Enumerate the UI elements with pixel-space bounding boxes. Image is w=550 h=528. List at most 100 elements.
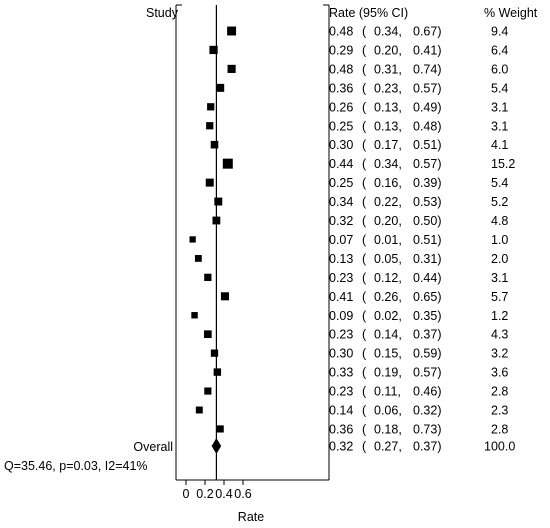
header-study: Study [146,6,179,20]
study-rate: 0.23 [329,271,353,285]
ci-lower: 0.22, [374,195,402,209]
ci-open-paren: ( [362,271,367,285]
ci-open-paren: ( [362,422,367,436]
ci-lower: 0.11, [374,385,401,399]
study-point [210,140,219,149]
ci-lower: 0.15, [374,347,402,361]
study-weight: 2.3 [491,404,508,418]
study-weight: 4.1 [491,138,508,152]
x-axis-label: Rate [238,510,264,524]
ci-open-paren: ( [362,62,367,76]
study-weight: 9.4 [491,25,508,39]
ci-lower: 0.02, [374,309,402,323]
ci-open-paren: ( [362,138,367,152]
study-point [210,349,219,357]
study-weight: 5.4 [491,176,508,190]
study-point [227,64,236,73]
study-weight: 5.7 [491,290,508,304]
ci-open-paren: ( [362,328,367,342]
ci-lower: 0.23, [374,81,402,95]
study-rate: 0.30 [329,138,353,152]
study-rate: 0.36 [329,422,353,436]
study-point [205,178,214,187]
study-rate: 0.30 [329,347,353,361]
ci-open-paren: ( [362,385,367,399]
weight-column: 9.4 6.4 6.0 5.4 3.1 3.1 4.1 15.2 5.4 5.2 4.8 1.0 2.0… [491,25,515,437]
ci-open-paren: ( [362,252,367,266]
study-rate: 0.44 [329,157,353,171]
x-tick-label: 0.6 [234,487,251,501]
ci-lower: 0.05, [374,252,402,266]
ci-upper: 0.37) [413,328,442,342]
study-point [216,83,225,92]
ci-upper: 0.46) [413,385,442,399]
ci-lower: 0.06, [374,404,402,418]
study-rate: 0.07 [329,233,353,247]
ci-lower: 0.20, [374,43,402,57]
study-rate: 0.32 [329,214,353,228]
study-weight: 4.3 [491,328,508,342]
ci-upper: 0.49) [413,100,442,114]
header-weight: % Weight [484,6,538,20]
study-point [189,236,196,243]
ci-lower: 0.34, [374,157,402,171]
study-point [207,103,215,111]
ci-lower: 0.31, [374,62,402,76]
study-rate: 0.14 [329,404,353,418]
x-axis: 0 0.2 0.4 0.6 [183,480,252,501]
study-point [216,425,224,433]
ci-upper: 0.39) [413,176,442,190]
overall-row: Overall 0.32 (0.27, 0.37) 100.0 [133,438,515,454]
study-weight: 5.4 [491,81,508,95]
study-rate: 0.25 [329,119,353,133]
ci-upper: 0.51) [413,233,442,247]
study-marks [189,26,237,433]
study-rate: 0.48 [329,25,353,39]
ci-lower: 0.01, [374,233,402,247]
ci-open-paren: ( [362,366,367,380]
overall-rate: 0.32 [329,440,353,454]
study-weight: 15.2 [491,157,515,171]
x-tick-label: 0.4 [215,487,232,501]
study-point [195,406,203,414]
ci-upper: 0.51) [413,138,442,152]
overall-diamond [211,438,222,454]
ci-upper: 0.48) [413,119,442,133]
study-rate: 0.34 [329,195,353,209]
study-point [220,292,229,301]
ci-open-paren: ( [362,119,367,133]
ci-upper: 0.41) [413,43,442,57]
study-point [222,158,233,169]
ci-upper: 0.32) [413,404,442,418]
ci-lower: 0.14, [374,328,402,342]
ci-upper: 0.50) [413,214,442,228]
study-rate: 0.33 [329,366,353,380]
study-rate: 0.25 [329,176,353,190]
study-weight: 5.2 [491,195,508,209]
ci-upper: 0.35) [413,309,442,323]
study-weight: 1.2 [491,309,508,323]
study-weight: 2.8 [491,422,508,436]
study-weight: 6.0 [491,62,508,76]
ci-open-paren: ( [362,404,367,418]
ci-upper: 0.31) [413,252,442,266]
ci-lower: 0.17, [374,138,402,152]
x-tick-label: 0 [183,487,190,501]
study-point [204,330,212,339]
ci-upper: 0.57) [413,157,442,171]
ci-open-paren: ( [362,214,367,228]
ci-open-paren: ( [362,81,367,95]
ci-lower: 0.26, [374,290,402,304]
ci-lower: 0.13, [374,119,402,133]
ci-open-paren: ( [362,43,367,57]
study-rate: 0.29 [329,43,353,57]
ci-text-column: 0.48 (0.34, 0.67) 0.29 (0.20, 0.41) 0.48 (0.31,… [329,25,442,437]
x-tick-label: 0.2 [196,487,213,501]
header-rate-ci: Rate (95% CI) [329,6,408,20]
study-point [212,216,221,225]
study-point [206,122,214,130]
study-rate: 0.48 [329,62,353,76]
study-point [204,273,212,281]
study-rate: 0.36 [329,81,353,95]
